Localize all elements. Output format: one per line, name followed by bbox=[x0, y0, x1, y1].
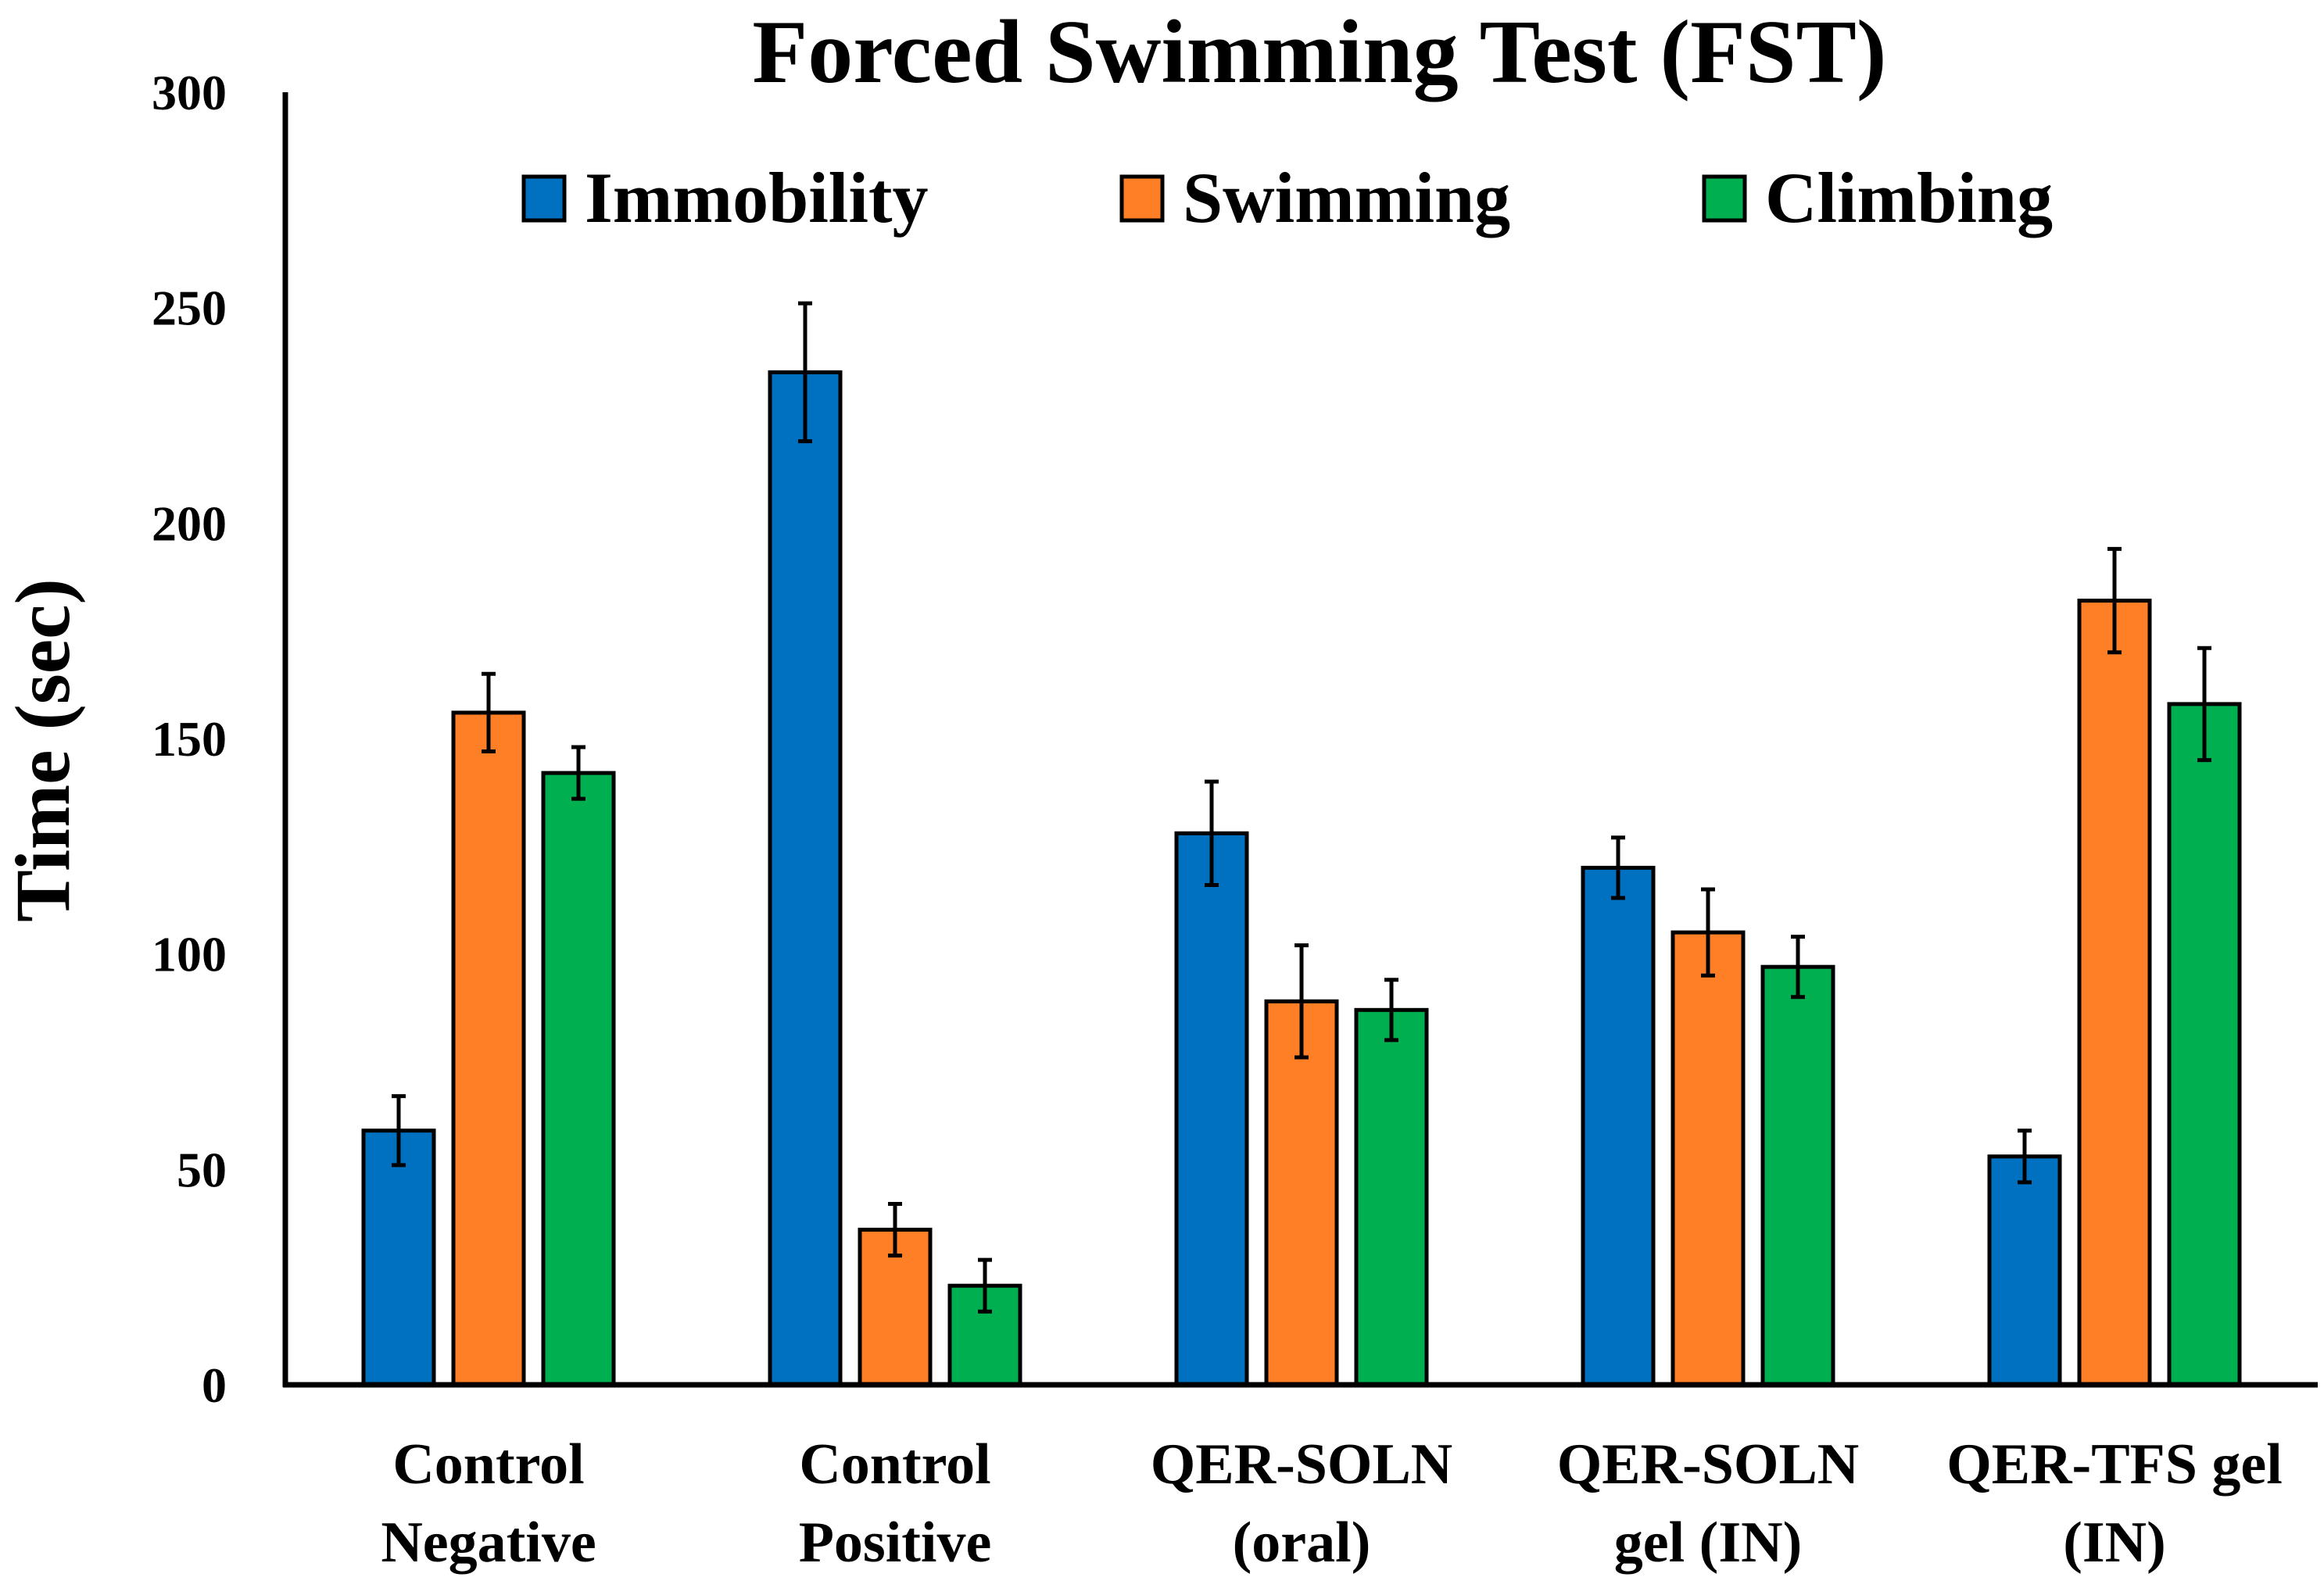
x-category-label: QER-SOLN bbox=[1151, 1432, 1453, 1497]
legend-label-swimming: Swimming bbox=[1183, 158, 1510, 238]
chart-title: Forced Swimming Test (FST) bbox=[752, 2, 1886, 102]
bar-immobility-1 bbox=[768, 370, 843, 1387]
y-tick-label: 250 bbox=[152, 281, 227, 336]
legend: Immobility Swimming Climbing bbox=[521, 158, 2053, 238]
bar-climbing-4 bbox=[2167, 702, 2242, 1387]
x-category-label: QER-TFS gel bbox=[1946, 1432, 2283, 1497]
y-tick-label: 200 bbox=[152, 495, 227, 551]
y-tick-label: 0 bbox=[202, 1357, 227, 1413]
x-category-label: Negative bbox=[381, 1511, 596, 1575]
bar-immobility-0 bbox=[361, 1128, 436, 1387]
x-category-label: Positive bbox=[799, 1511, 992, 1575]
bar-climbing-2 bbox=[1354, 1007, 1429, 1387]
x-axis-labels: Control Negative Control Positive QER-SOLN (o… bbox=[381, 1432, 2282, 1575]
bar-swimming-3 bbox=[1670, 930, 1746, 1387]
bar-immobility-3 bbox=[1581, 865, 1656, 1387]
x-category-label: Control bbox=[392, 1432, 584, 1497]
bar-swimming-4 bbox=[2077, 599, 2152, 1387]
legend-label-immobility: Immobility bbox=[585, 158, 929, 238]
bar-immobility-2 bbox=[1174, 831, 1249, 1387]
legend-swatch-immobility bbox=[521, 174, 567, 223]
x-category-label: (IN) bbox=[2063, 1511, 2166, 1575]
x-category-label: (oral) bbox=[1233, 1511, 1371, 1575]
y-tick-label: 150 bbox=[152, 711, 227, 767]
legend-swatch-climbing bbox=[1702, 174, 1747, 223]
x-category-label: QER-SOLN bbox=[1557, 1432, 1860, 1497]
y-tick-label: 300 bbox=[152, 65, 227, 120]
bar-climbing-0 bbox=[541, 771, 616, 1387]
x-category-label: gel (IN) bbox=[1614, 1511, 1802, 1575]
bar-climbing-3 bbox=[1760, 964, 1835, 1387]
y-axis-label: Time (sec) bbox=[0, 578, 86, 922]
bars bbox=[361, 370, 2242, 1387]
x-category-label: Control bbox=[799, 1432, 990, 1497]
bar-swimming-0 bbox=[451, 710, 526, 1387]
y-tick-label: 50 bbox=[177, 1142, 227, 1197]
legend-swatch-swimming bbox=[1119, 174, 1165, 223]
error-bars bbox=[392, 301, 2211, 1314]
bar-immobility-4 bbox=[1987, 1154, 2062, 1387]
y-axis-ticks: 0 50 100 150 200 250 300 bbox=[152, 65, 227, 1413]
legend-label-climbing: Climbing bbox=[1765, 158, 2053, 238]
y-tick-label: 100 bbox=[152, 927, 227, 982]
